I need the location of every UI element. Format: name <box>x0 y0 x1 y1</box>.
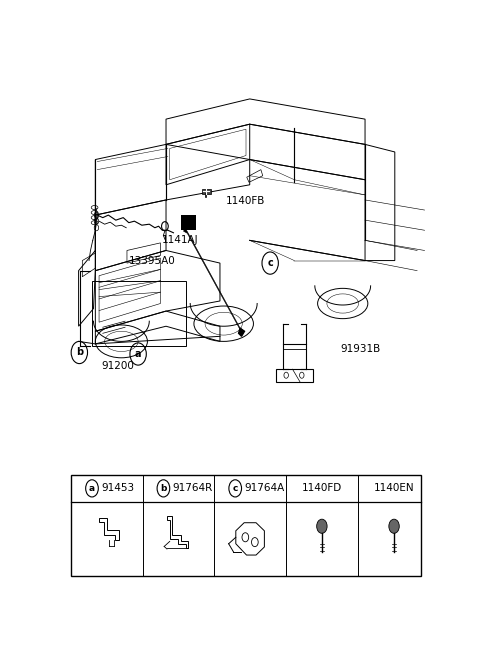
Circle shape <box>389 519 399 533</box>
Text: 91200: 91200 <box>101 361 134 371</box>
Polygon shape <box>202 189 211 194</box>
Polygon shape <box>239 328 244 337</box>
Text: 91764R: 91764R <box>173 483 213 493</box>
Text: 91453: 91453 <box>101 483 134 493</box>
Text: 1140FD: 1140FD <box>302 483 342 493</box>
Polygon shape <box>183 227 244 334</box>
Text: 91931B: 91931B <box>341 344 381 354</box>
Text: b: b <box>160 484 167 493</box>
Text: c: c <box>232 484 238 493</box>
Circle shape <box>317 519 327 533</box>
Text: c: c <box>267 258 273 268</box>
Text: 1140EN: 1140EN <box>374 483 414 493</box>
Text: 13395A0: 13395A0 <box>129 256 176 266</box>
Text: b: b <box>76 348 83 358</box>
Text: 91764A: 91764A <box>244 483 285 493</box>
Text: a: a <box>89 484 95 493</box>
Text: a: a <box>135 349 142 359</box>
FancyBboxPatch shape <box>181 215 196 230</box>
Text: 1140FB: 1140FB <box>226 196 265 206</box>
Text: 1141AJ: 1141AJ <box>162 236 199 245</box>
